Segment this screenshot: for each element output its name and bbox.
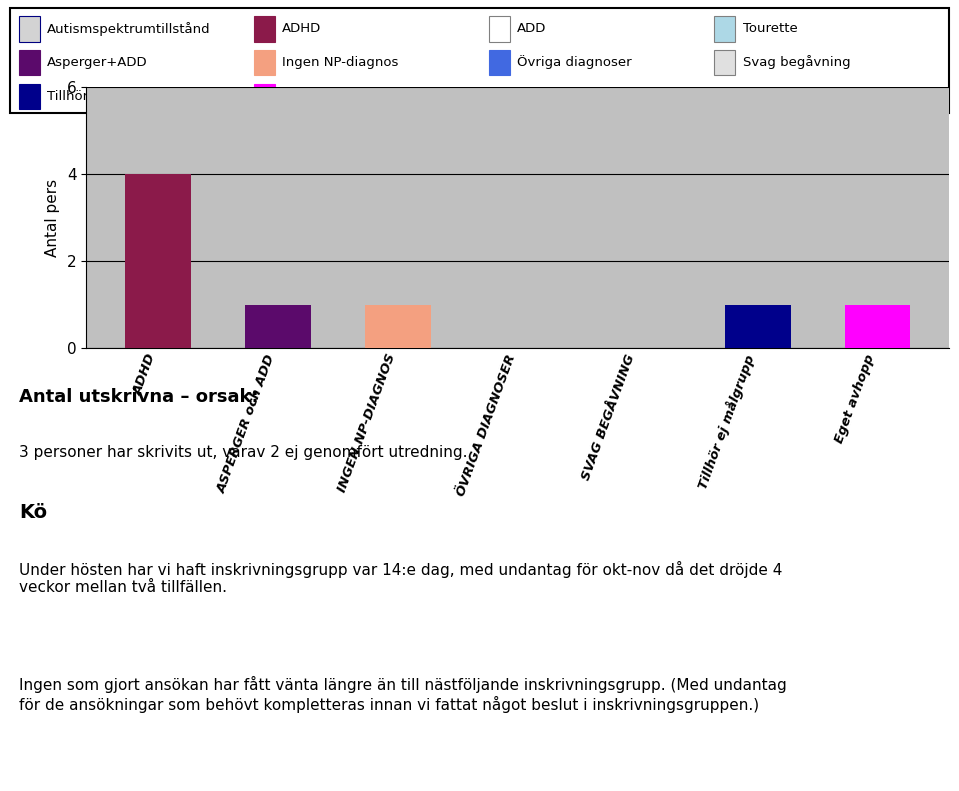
Text: ADHD: ADHD [282,22,321,36]
FancyBboxPatch shape [254,84,274,108]
Text: Ingen som gjort ansökan har fått vänta längre än till nästföljande inskrivningsg: Ingen som gjort ansökan har fått vänta l… [19,676,786,713]
Y-axis label: Antal pers: Antal pers [45,179,59,256]
Bar [365,305,431,348]
FancyBboxPatch shape [10,8,949,113]
FancyBboxPatch shape [254,17,274,41]
Bar [126,174,191,348]
Text: Antal utskrivna – orsak:: Antal utskrivna – orsak: [19,388,259,406]
Text: Autismspektrumtillstånd: Autismspektrumtillstånd [47,22,211,36]
Text: Tillhör ej målgrupp: Tillhör ej målgrupp [47,89,173,103]
FancyBboxPatch shape [714,50,736,75]
Text: Övriga diagnoser: Övriga diagnoser [517,55,632,70]
Text: Ingen NP-diagnos: Ingen NP-diagnos [282,56,399,69]
FancyBboxPatch shape [489,17,509,41]
Text: Svag begåvning: Svag begåvning [742,55,851,70]
FancyBboxPatch shape [254,50,274,75]
Text: Asperger+ADD: Asperger+ADD [47,56,148,69]
FancyBboxPatch shape [489,50,509,75]
Text: Under hösten har vi haft inskrivningsgrupp var 14:e dag, med undantag för okt-no: Under hösten har vi haft inskrivningsgru… [19,561,783,595]
Text: 3 personer har skrivits ut, varav 2 ej genomfört utredning.: 3 personer har skrivits ut, varav 2 ej g… [19,445,468,460]
Text: Tourette: Tourette [742,22,797,36]
Text: Eget avhopp: Eget avhopp [282,89,366,103]
Text: Kö: Kö [19,503,47,522]
Bar [845,305,910,348]
Bar [725,305,790,348]
FancyBboxPatch shape [19,84,39,108]
Bar [246,305,311,348]
FancyBboxPatch shape [19,50,39,75]
FancyBboxPatch shape [19,17,39,41]
FancyBboxPatch shape [714,17,736,41]
Text: ADD: ADD [517,22,547,36]
